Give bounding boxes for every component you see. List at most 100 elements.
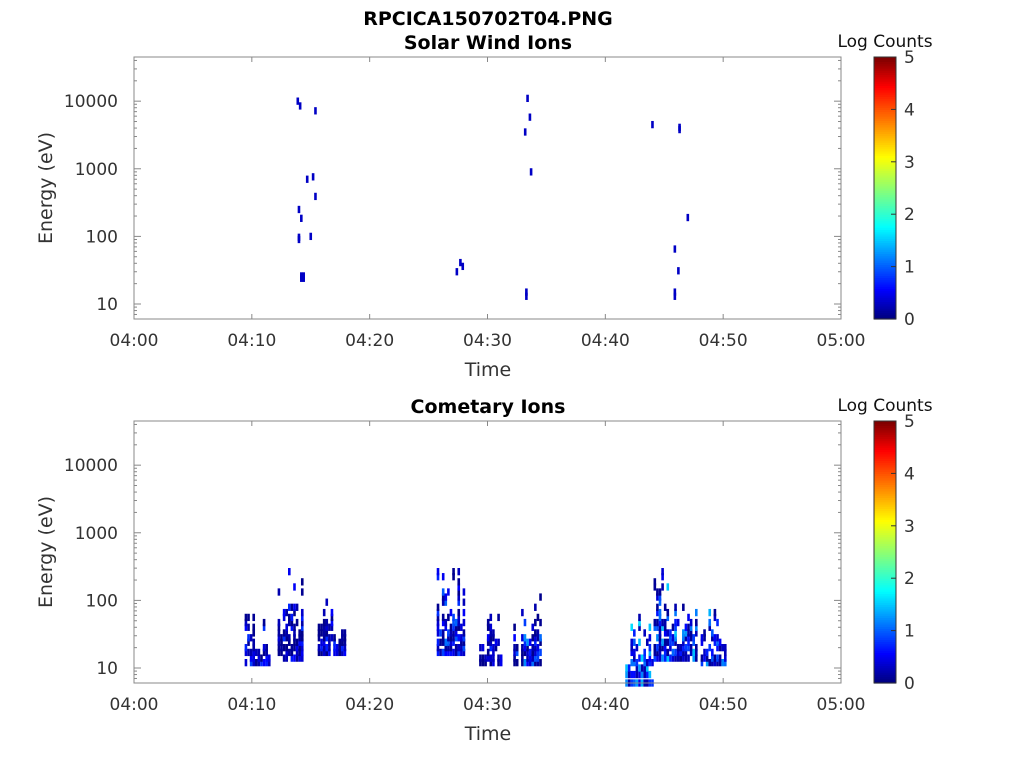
data-cell [663, 603, 667, 611]
data-cell [328, 638, 331, 646]
data-cell [290, 603, 294, 611]
data-cell [703, 654, 706, 662]
data-cell [645, 670, 649, 679]
data-cell [311, 173, 315, 181]
data-cell [536, 629, 540, 637]
colorbar-segment [874, 495, 896, 499]
data-cell [322, 623, 326, 631]
colorbar-segment [874, 87, 896, 91]
data-cell [536, 643, 540, 652]
data-cell [494, 643, 498, 652]
data-cell [499, 658, 503, 667]
data-cell [539, 658, 542, 667]
data-cell [716, 618, 719, 627]
data-cell [687, 629, 690, 637]
data-cell [695, 623, 698, 631]
data-cell [290, 613, 294, 622]
data-cell [444, 623, 448, 631]
data-cell [528, 648, 532, 657]
data-cell [536, 658, 540, 667]
data-cell [630, 643, 634, 652]
data-cell [700, 658, 704, 667]
colorbar-segment [874, 578, 896, 581]
data-cell [686, 213, 690, 222]
data-cell [627, 664, 631, 672]
colorbar-segment [874, 190, 896, 193]
colorbar-tick-label: 4 [904, 464, 915, 484]
data-cell [653, 654, 657, 662]
colorbar-segment [874, 477, 896, 481]
data-cell [515, 648, 519, 657]
data-cell [447, 634, 450, 642]
colorbar-segment [874, 678, 896, 682]
data-cell [309, 232, 313, 241]
data-cell [457, 578, 461, 586]
data-cell [653, 643, 657, 652]
solar-wind-xtick-label: 04:30 [463, 331, 512, 351]
data-cell [716, 658, 719, 667]
data-cell [260, 654, 263, 662]
colorbar-segment [874, 530, 896, 533]
colorbar-segment [874, 266, 896, 270]
colorbar-segment [874, 218, 896, 222]
data-cell [643, 658, 646, 667]
data-cell [721, 658, 724, 667]
colorbar-segment [874, 676, 896, 680]
colorbar-segment [874, 305, 896, 309]
colorbar-segment [874, 161, 896, 165]
data-cell [658, 608, 662, 617]
data-cell [452, 613, 455, 622]
data-cell [489, 623, 493, 631]
data-cell [262, 658, 266, 667]
data-cell [643, 648, 646, 657]
data-cell [317, 623, 321, 631]
data-cell [635, 670, 639, 679]
data-cell [441, 573, 445, 581]
data-cell [674, 634, 677, 642]
data-cell [252, 658, 256, 667]
data-cell [703, 634, 706, 642]
data-cell [682, 634, 685, 642]
data-cell [280, 643, 283, 652]
data-cell [633, 670, 636, 679]
data-cell [298, 643, 301, 652]
colorbar-segment [874, 225, 896, 228]
data-cell [302, 274, 305, 282]
data-cell [244, 658, 248, 667]
data-cell [441, 638, 445, 646]
colorbar-tick-label: 2 [904, 205, 915, 225]
colorbar-segment [874, 532, 896, 536]
data-cell [648, 670, 652, 679]
data-cell [277, 634, 281, 642]
data-cell [290, 618, 294, 627]
data-cell [298, 634, 301, 642]
data-cell [457, 623, 461, 631]
colorbar-segment [874, 118, 896, 121]
data-cell [689, 643, 693, 652]
data-cell [255, 658, 258, 667]
colorbar-segment [874, 312, 896, 316]
data-cell [716, 634, 719, 642]
data-cell [436, 573, 440, 581]
data-cell [479, 643, 482, 652]
data-cell [521, 648, 524, 657]
data-cell [298, 102, 302, 110]
colorbar-segment [874, 188, 896, 191]
colorbar-segment [874, 286, 896, 290]
data-cell [277, 623, 281, 631]
solar-wind-ytick-label: 100 [86, 227, 118, 247]
colorbar-segment [874, 606, 896, 610]
data-cell [695, 643, 698, 652]
data-cell [282, 654, 286, 662]
data-cell [449, 629, 453, 637]
data-cell [638, 664, 641, 672]
colorbar-segment [874, 131, 896, 135]
data-cell [486, 623, 490, 631]
data-cell [295, 643, 299, 652]
data-cell [436, 608, 440, 617]
colorbar-segment [874, 510, 896, 514]
data-cell [280, 648, 283, 657]
data-cell [625, 664, 628, 672]
data-cell [457, 618, 461, 627]
data-cell [462, 588, 466, 596]
